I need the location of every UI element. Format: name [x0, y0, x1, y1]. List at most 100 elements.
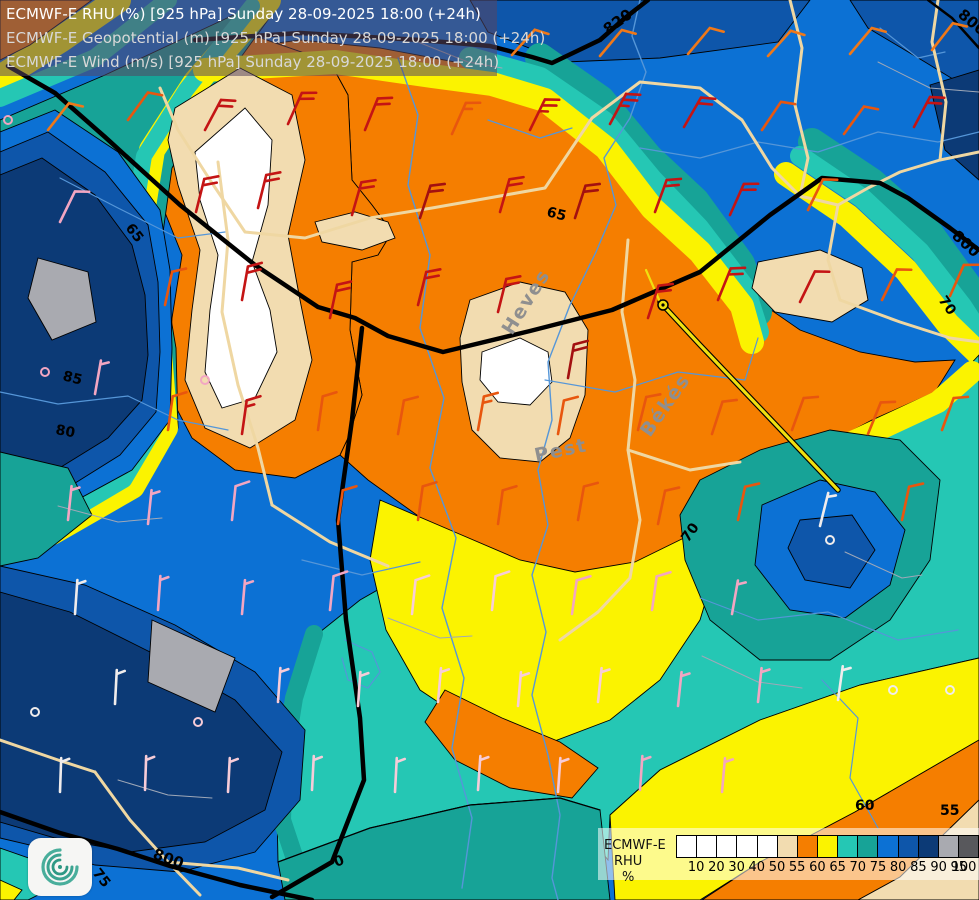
- map-line: [798, 128, 979, 324]
- calm-wind-icon: [200, 375, 210, 385]
- wind-barb-icon: [113, 668, 127, 706]
- map-line: [270, 503, 390, 568]
- wind-barb-icon: [146, 488, 161, 526]
- wind-barb-icon: [636, 393, 662, 432]
- rh-region: [147, 619, 236, 713]
- map-line: [926, 0, 979, 50]
- map-line: [5, 63, 979, 355]
- wind-barb-icon: [842, 105, 880, 136]
- wind-barb-icon: [310, 754, 324, 792]
- wind-barb-icon: [436, 666, 451, 704]
- wind-barb-icon: [682, 96, 717, 129]
- legend-tick: 10: [687, 860, 705, 875]
- legend-swatch: [697, 836, 718, 857]
- wind-barb-icon: [350, 178, 377, 217]
- rh-contour-label-text: 80: [54, 422, 76, 441]
- wind-barb-icon: [948, 263, 979, 298]
- wind-barb-icon: [556, 756, 570, 794]
- wind-barb-icon: [880, 268, 913, 302]
- wind-barb-icon: [156, 574, 170, 612]
- legend-tick: 95: [950, 860, 968, 875]
- map-line: [877, 61, 979, 93]
- wind-barb-icon: [716, 266, 747, 302]
- map-line: [826, 203, 979, 344]
- wind-barb-icon: [396, 395, 420, 436]
- wind-barb-icon: [476, 754, 490, 792]
- wind-barb-icon: [93, 359, 110, 396]
- legend-tick: 90: [930, 860, 947, 875]
- wind-barb-icon: [418, 182, 447, 220]
- map-line: [644, 268, 662, 304]
- wind-barb-icon: [356, 670, 370, 708]
- wind-barb-icon: [598, 28, 637, 58]
- legend-swatch: [817, 836, 839, 857]
- wind-barb-icon: [596, 666, 611, 704]
- map-line: [216, 160, 274, 507]
- legend-tick: 85: [910, 860, 927, 875]
- map-line: [790, 146, 979, 342]
- wind-barb-icon: [276, 666, 290, 704]
- rh-contour-label-text: 85: [61, 368, 84, 388]
- wind-barb-icon: [912, 95, 946, 129]
- map-line: [301, 559, 421, 576]
- rh-contour-label-text: 65: [545, 204, 568, 224]
- map-line: [930, 0, 948, 162]
- legend-swatch: [858, 836, 879, 857]
- spiral-logo-icon: [41, 848, 79, 886]
- rh-region: [0, 879, 23, 900]
- rh-contour-label-text: 60: [855, 798, 875, 814]
- rh-region: [479, 337, 553, 406]
- wind-barb-icon: [570, 574, 592, 616]
- title-block: ECMWF-E RHU (%) [925 hPa] Sunday 28-09-2…: [0, 0, 545, 76]
- legend-tick: 55: [788, 860, 806, 875]
- rh-region: [787, 514, 876, 589]
- legend-swatch: [777, 836, 798, 857]
- wind-barb-icon: [566, 339, 590, 380]
- wind-barb-icon: [818, 491, 838, 528]
- wind-barb-icon: [126, 91, 164, 122]
- legend-tick: 70: [849, 860, 867, 875]
- city-marker: [657, 299, 669, 311]
- map-line: [821, 679, 879, 829]
- wind-barb-icon: [930, 21, 969, 52]
- wind-barb-icon: [336, 484, 358, 526]
- wind-barb-icon: [940, 395, 970, 432]
- wind-barb-icon: [450, 101, 482, 136]
- wind-barb-icon: [656, 486, 681, 526]
- wind-barb-icon: [790, 395, 820, 432]
- rh-region: [0, 591, 283, 853]
- legend-swatch: [938, 836, 959, 857]
- legend-color-scale: [676, 835, 979, 858]
- legend-unit-label: %: [622, 870, 635, 885]
- wind-barb-icon: [416, 268, 442, 307]
- wind-barb-icon: [608, 92, 642, 126]
- wind-barb-icon: [58, 756, 71, 794]
- legend-tick: 80: [889, 860, 907, 875]
- map-line: [0, 738, 97, 774]
- wind-barb-icon: [240, 578, 255, 616]
- wind-barb-icon: [686, 26, 725, 56]
- legend-model-label: ECMWF-E: [604, 838, 666, 853]
- legend-tick: 40: [748, 860, 766, 875]
- map-line: [397, 57, 473, 889]
- legend-tick: 30: [728, 860, 745, 875]
- wind-barb-icon: [510, 28, 550, 57]
- wind-barb-icon: [240, 394, 262, 436]
- legend-swatch: [757, 836, 778, 857]
- wind-barb-icon: [143, 754, 156, 792]
- wind-barb-icon: [230, 480, 251, 522]
- wind-barb-icon: [736, 482, 761, 522]
- legend-swatch: [797, 836, 818, 857]
- map-line: [639, 131, 979, 159]
- wind-barb-icon: [496, 484, 518, 526]
- wind-barb-icon: [416, 480, 438, 522]
- legend-swatch: [878, 836, 899, 857]
- wind-barb-icon: [573, 182, 602, 220]
- wind-barb-icon: [58, 190, 91, 224]
- map-line: [387, 617, 473, 639]
- legend-tick: 60: [809, 860, 826, 875]
- wind-barb-icon: [528, 98, 561, 132]
- legend-tick: 100: [951, 860, 977, 875]
